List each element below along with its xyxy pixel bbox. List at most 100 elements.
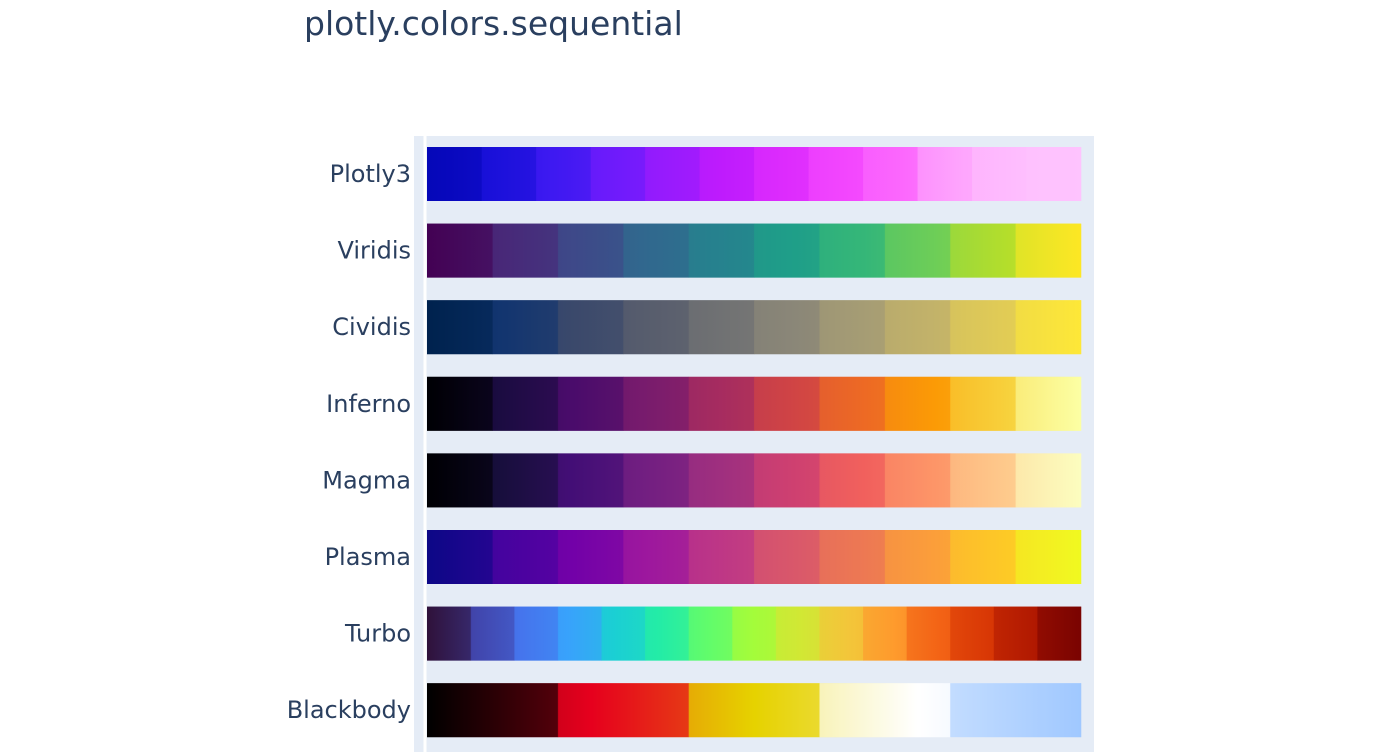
color-segment-plotly3 bbox=[808, 147, 864, 201]
color-segment-inferno bbox=[884, 376, 951, 431]
colorscale-row-magma bbox=[427, 453, 1082, 508]
color-segment-turbo bbox=[688, 606, 733, 661]
color-segment-inferno bbox=[427, 376, 493, 431]
color-segment-turbo bbox=[427, 606, 472, 661]
color-segment-plasma bbox=[950, 530, 1017, 584]
color-segment-cividis bbox=[427, 300, 493, 355]
color-segment-viridis bbox=[623, 223, 690, 278]
tick-label-viridis: Viridis bbox=[338, 237, 412, 265]
tick-labels-layer: Plotly3 Viridis Cividis Inferno Magma Plasma T… bbox=[287, 160, 411, 724]
color-segment-inferno bbox=[819, 376, 886, 431]
colorscale-row-plotly3 bbox=[427, 147, 1082, 201]
color-segment-inferno bbox=[492, 376, 559, 431]
color-segment-inferno bbox=[688, 376, 755, 431]
color-segment-magma bbox=[950, 453, 1017, 508]
color-segment-viridis bbox=[427, 223, 493, 278]
color-segment-blackbody bbox=[427, 683, 559, 738]
color-segment-plotly3 bbox=[754, 147, 809, 201]
color-segment-plotly3 bbox=[481, 147, 537, 201]
colorscale-row-inferno bbox=[427, 376, 1082, 431]
color-segment-plotly3 bbox=[972, 147, 1027, 201]
color-segment-cividis bbox=[884, 300, 951, 355]
color-segment-plasma bbox=[492, 530, 559, 584]
color-segment-plotly3 bbox=[917, 147, 973, 201]
color-segment-turbo bbox=[993, 606, 1038, 661]
color-segment-viridis bbox=[754, 223, 820, 278]
color-segment-viridis bbox=[884, 223, 951, 278]
color-segment-magma bbox=[492, 453, 559, 508]
tick-label-plotly3: Plotly3 bbox=[330, 160, 411, 188]
color-segment-turbo bbox=[1037, 606, 1082, 661]
color-segment-turbo bbox=[470, 606, 515, 661]
color-segment-turbo bbox=[906, 606, 951, 661]
color-segment-plasma bbox=[427, 530, 493, 584]
color-segment-plotly3 bbox=[590, 147, 646, 201]
color-segment-plasma bbox=[1015, 530, 1082, 584]
color-segment-magma bbox=[1015, 453, 1082, 508]
color-segment-viridis bbox=[557, 223, 624, 278]
color-segment-magma bbox=[819, 453, 886, 508]
colorscale-row-turbo bbox=[427, 606, 1082, 661]
color-segment-inferno bbox=[557, 376, 624, 431]
bars-layer bbox=[427, 147, 1082, 738]
color-segment-cividis bbox=[623, 300, 690, 355]
color-segment-cividis bbox=[754, 300, 820, 355]
color-segment-magma bbox=[688, 453, 755, 508]
color-segment-turbo bbox=[514, 606, 559, 661]
color-segment-turbo bbox=[645, 606, 690, 661]
color-segment-turbo bbox=[863, 606, 908, 661]
color-segment-inferno bbox=[754, 376, 820, 431]
color-segment-plotly3 bbox=[699, 147, 755, 201]
tick-label-blackbody: Blackbody bbox=[287, 696, 411, 724]
color-segment-viridis bbox=[688, 223, 755, 278]
color-segment-turbo bbox=[950, 606, 995, 661]
colorscale-row-cividis bbox=[427, 300, 1082, 355]
tick-label-magma: Magma bbox=[322, 466, 411, 494]
color-segment-blackbody bbox=[819, 683, 951, 738]
color-segment-cividis bbox=[1015, 300, 1082, 355]
tick-label-inferno: Inferno bbox=[326, 390, 411, 418]
color-segment-plotly3 bbox=[536, 147, 591, 201]
color-segment-turbo bbox=[557, 606, 602, 661]
color-segment-turbo bbox=[819, 606, 864, 661]
colorscale-row-blackbody bbox=[427, 683, 1082, 738]
color-segment-plasma bbox=[688, 530, 755, 584]
color-segment-plotly3 bbox=[1026, 147, 1082, 201]
color-segment-plasma bbox=[819, 530, 886, 584]
color-segment-plasma bbox=[884, 530, 951, 584]
color-segment-magma bbox=[557, 453, 624, 508]
color-segment-turbo bbox=[732, 606, 777, 661]
color-segment-plotly3 bbox=[427, 147, 482, 201]
color-segment-inferno bbox=[950, 376, 1017, 431]
color-segment-viridis bbox=[950, 223, 1017, 278]
color-segment-plotly3 bbox=[645, 147, 700, 201]
color-segment-blackbody bbox=[950, 683, 1082, 738]
color-segment-cividis bbox=[688, 300, 755, 355]
color-segment-viridis bbox=[492, 223, 559, 278]
color-segment-blackbody bbox=[557, 683, 690, 738]
color-segment-magma bbox=[754, 453, 820, 508]
color-segment-magma bbox=[427, 453, 493, 508]
color-segment-plasma bbox=[557, 530, 624, 584]
color-segment-cividis bbox=[950, 300, 1017, 355]
colorscale-row-viridis bbox=[427, 223, 1082, 278]
color-segment-cividis bbox=[492, 300, 559, 355]
colorscale-row-plasma bbox=[427, 530, 1082, 584]
color-segment-plotly3 bbox=[863, 147, 918, 201]
color-segment-magma bbox=[884, 453, 951, 508]
color-segment-plasma bbox=[754, 530, 820, 584]
tick-label-plasma: Plasma bbox=[325, 543, 411, 571]
chart-title: plotly.colors.sequential bbox=[304, 4, 683, 43]
color-segment-cividis bbox=[819, 300, 886, 355]
color-segment-viridis bbox=[1015, 223, 1082, 278]
color-segment-magma bbox=[623, 453, 690, 508]
tick-label-turbo: Turbo bbox=[344, 620, 411, 648]
color-segment-turbo bbox=[775, 606, 820, 661]
color-segment-plasma bbox=[623, 530, 690, 584]
color-segment-blackbody bbox=[688, 683, 820, 738]
color-segment-viridis bbox=[819, 223, 886, 278]
color-segment-inferno bbox=[623, 376, 690, 431]
color-segment-turbo bbox=[601, 606, 646, 661]
color-segment-cividis bbox=[557, 300, 624, 355]
